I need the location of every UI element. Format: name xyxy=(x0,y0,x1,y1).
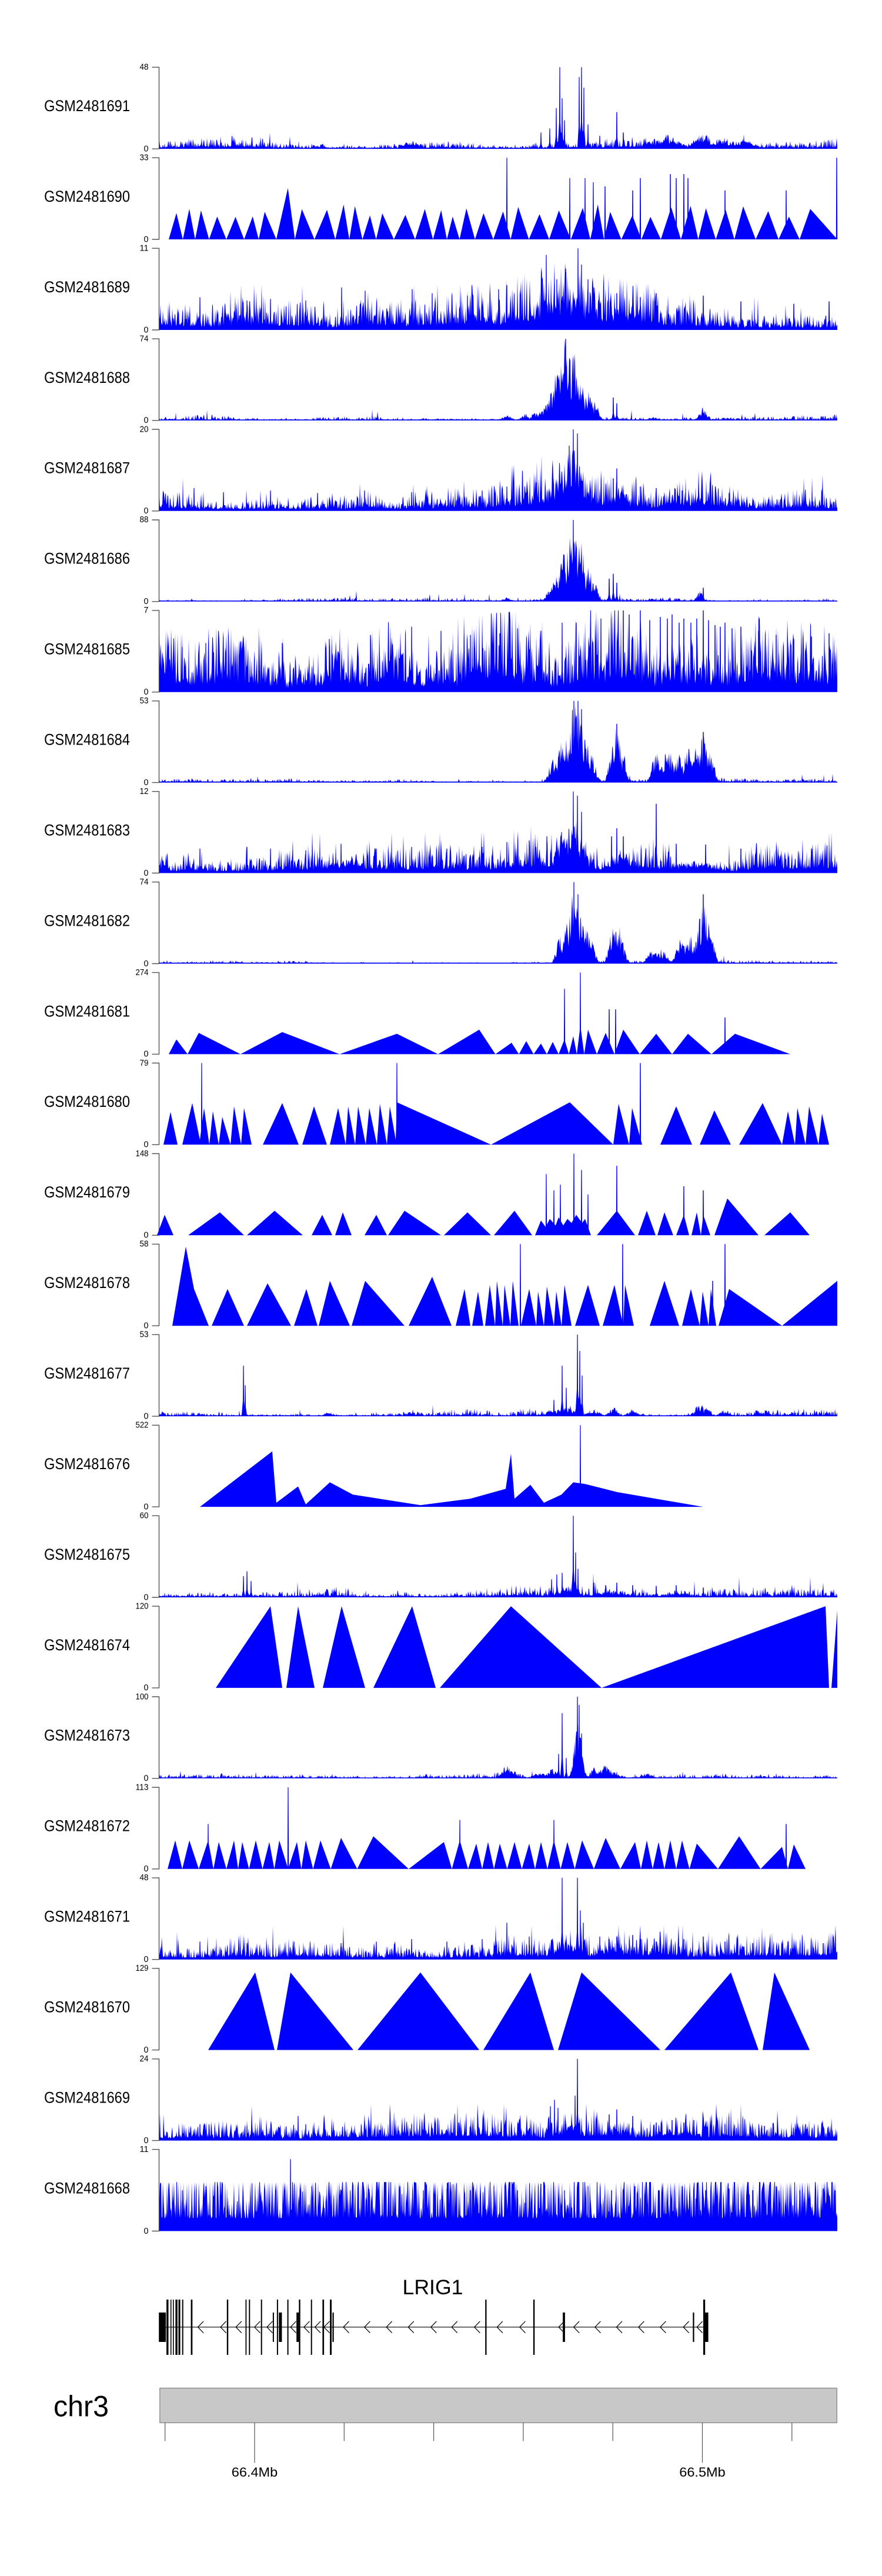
svg-text:0: 0 xyxy=(144,416,149,425)
svg-text:33: 33 xyxy=(140,154,149,163)
svg-text:7: 7 xyxy=(144,606,149,615)
svg-text:0: 0 xyxy=(144,1140,149,1150)
svg-text:0: 0 xyxy=(144,688,149,697)
svg-text:GSM2481691: GSM2481691 xyxy=(44,97,130,115)
svg-text:GSM2481688: GSM2481688 xyxy=(44,369,130,386)
svg-text:66.4Mb: 66.4Mb xyxy=(232,2465,278,2480)
svg-text:74: 74 xyxy=(140,877,149,887)
svg-text:0: 0 xyxy=(144,1231,149,1240)
svg-text:53: 53 xyxy=(140,1330,149,1340)
svg-text:88: 88 xyxy=(140,515,149,525)
svg-text:GSM2481670: GSM2481670 xyxy=(44,1998,130,2016)
svg-text:0: 0 xyxy=(144,1502,149,1511)
svg-text:GSM2481687: GSM2481687 xyxy=(44,459,130,477)
svg-text:GSM2481671: GSM2481671 xyxy=(44,1908,130,1926)
svg-text:GSM2481675: GSM2481675 xyxy=(44,1546,130,1563)
svg-text:120: 120 xyxy=(136,1601,149,1611)
svg-text:chr3: chr3 xyxy=(54,2390,109,2423)
svg-text:0: 0 xyxy=(144,1774,149,1783)
svg-text:0: 0 xyxy=(144,1683,149,1693)
svg-text:GSM2481672: GSM2481672 xyxy=(44,1817,130,1835)
svg-text:0: 0 xyxy=(144,1412,149,1421)
svg-text:0: 0 xyxy=(144,1864,149,1874)
svg-text:GSM2481678: GSM2481678 xyxy=(44,1274,130,1292)
svg-text:GSM2481684: GSM2481684 xyxy=(44,731,130,749)
svg-text:GSM2481686: GSM2481686 xyxy=(44,550,130,568)
svg-text:100: 100 xyxy=(136,1692,149,1701)
svg-text:GSM2481682: GSM2481682 xyxy=(44,912,130,929)
svg-text:522: 522 xyxy=(136,1421,149,1430)
svg-text:24: 24 xyxy=(140,2054,149,2064)
svg-text:79: 79 xyxy=(140,1059,149,1068)
svg-text:0: 0 xyxy=(144,2227,149,2236)
svg-text:GSM2481669: GSM2481669 xyxy=(44,2089,130,2107)
svg-text:74: 74 xyxy=(140,334,149,343)
svg-text:0: 0 xyxy=(144,778,149,788)
svg-text:129: 129 xyxy=(136,1964,149,1973)
svg-text:GSM2481673: GSM2481673 xyxy=(44,1727,130,1744)
svg-text:LRIG1: LRIG1 xyxy=(403,2275,463,2299)
svg-text:0: 0 xyxy=(144,959,149,969)
svg-text:60: 60 xyxy=(140,1511,149,1521)
svg-text:0: 0 xyxy=(144,1050,149,1059)
svg-text:GSM2481674: GSM2481674 xyxy=(44,1636,130,1654)
svg-text:0: 0 xyxy=(144,1593,149,1602)
svg-text:GSM2481681: GSM2481681 xyxy=(44,1002,130,1020)
svg-text:0: 0 xyxy=(144,506,149,516)
svg-text:0: 0 xyxy=(144,2046,149,2055)
svg-text:GSM2481677: GSM2481677 xyxy=(44,1364,130,1382)
svg-text:0: 0 xyxy=(144,1955,149,1964)
svg-text:0: 0 xyxy=(144,2136,149,2145)
svg-text:GSM2481679: GSM2481679 xyxy=(44,1183,130,1201)
svg-text:66.5Mb: 66.5Mb xyxy=(679,2465,726,2480)
svg-text:48: 48 xyxy=(140,63,149,72)
svg-text:GSM2481683: GSM2481683 xyxy=(44,821,130,839)
svg-text:113: 113 xyxy=(136,1783,149,1792)
svg-text:GSM2481690: GSM2481690 xyxy=(44,188,130,205)
svg-text:11: 11 xyxy=(140,2145,149,2154)
svg-text:GSM2481680: GSM2481680 xyxy=(44,1093,130,1110)
svg-text:GSM2481689: GSM2481689 xyxy=(44,278,130,296)
svg-text:0: 0 xyxy=(144,869,149,878)
svg-text:48: 48 xyxy=(140,1873,149,1883)
svg-text:GSM2481685: GSM2481685 xyxy=(44,640,130,658)
svg-text:148: 148 xyxy=(136,1149,149,1159)
svg-text:GSM2481668: GSM2481668 xyxy=(44,2179,130,2197)
svg-text:20: 20 xyxy=(140,425,149,434)
svg-text:53: 53 xyxy=(140,696,149,706)
svg-text:274: 274 xyxy=(136,968,149,977)
svg-text:0: 0 xyxy=(144,144,149,154)
svg-text:12: 12 xyxy=(140,787,149,796)
svg-text:0: 0 xyxy=(144,235,149,244)
svg-text:0: 0 xyxy=(144,1322,149,1331)
svg-text:58: 58 xyxy=(140,1240,149,1249)
svg-text:0: 0 xyxy=(144,325,149,335)
svg-text:GSM2481676: GSM2481676 xyxy=(44,1455,130,1473)
svg-text:0: 0 xyxy=(144,597,149,606)
svg-text:11: 11 xyxy=(140,244,149,253)
